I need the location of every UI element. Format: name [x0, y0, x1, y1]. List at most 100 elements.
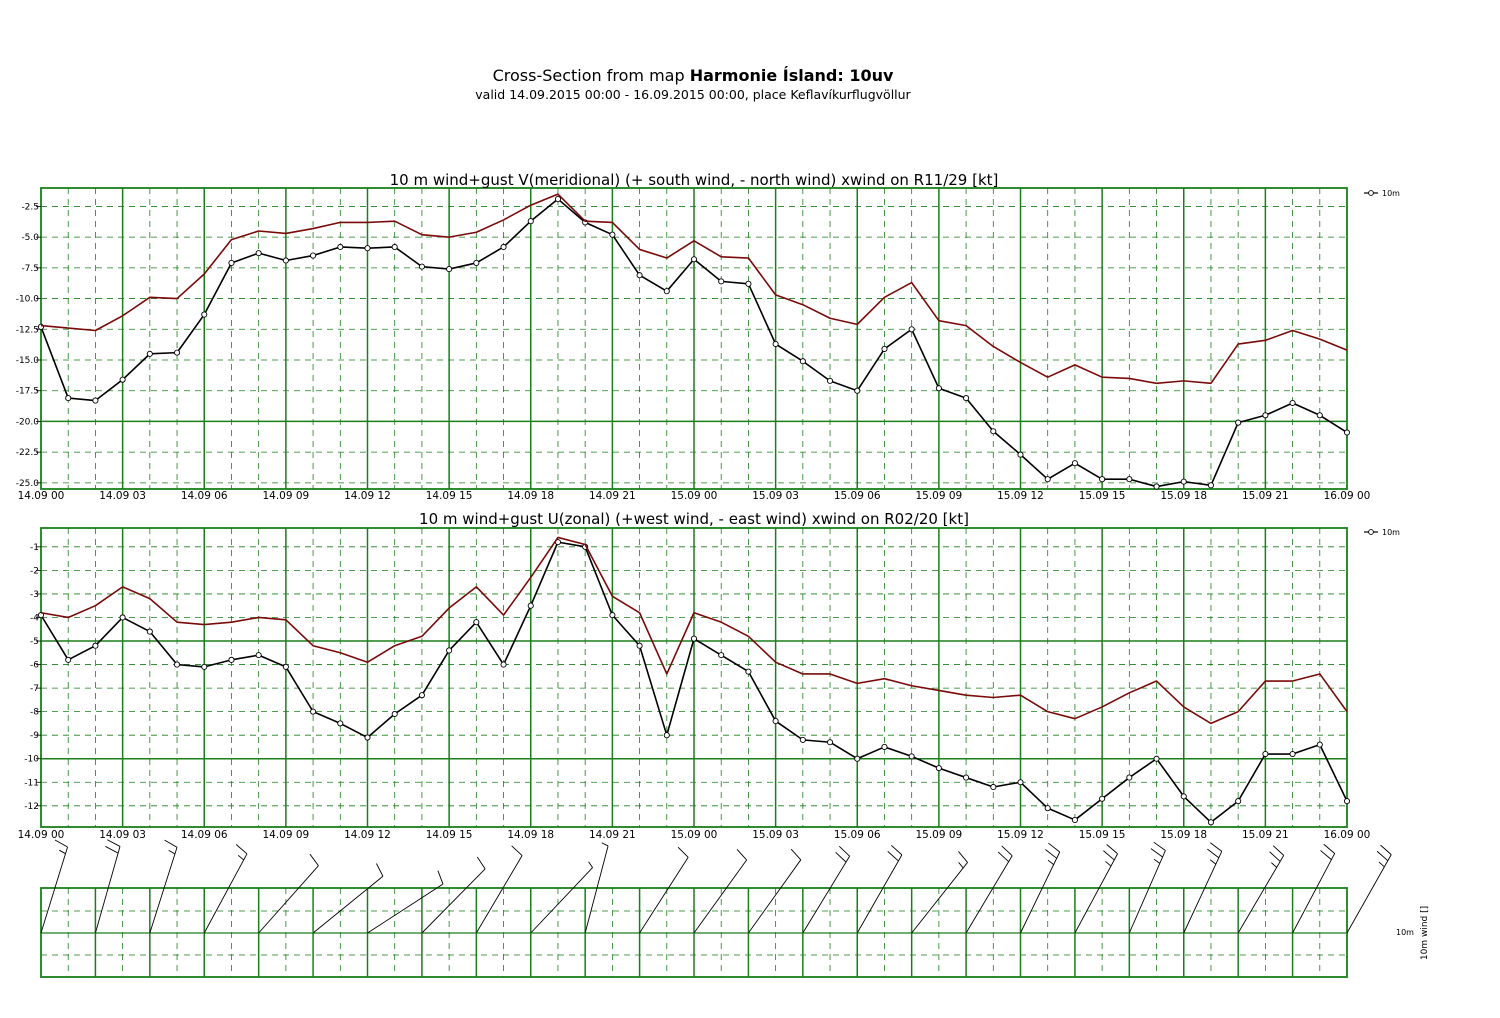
panel2-point [745, 668, 752, 675]
panel1-xtick-label: 15.09 18 [1160, 490, 1207, 502]
wind-barb-feather [1106, 844, 1118, 855]
wind-barb-feather [835, 851, 847, 863]
panel2-point [473, 619, 480, 626]
wind-barb [748, 848, 802, 934]
panel2-point [446, 647, 453, 654]
panel2-point [1235, 798, 1242, 805]
panel1-point [1207, 482, 1215, 489]
panel1-ytick-label: -2.5 [21, 202, 39, 212]
panel1-xtick-label: 15.09 15 [1079, 490, 1126, 502]
panel1-xtick-label: 14.09 00 [18, 490, 65, 502]
panel1-point [282, 257, 289, 264]
wind-barb [149, 839, 178, 934]
wind-barb-staff [911, 862, 968, 934]
panel2-series-gust [40, 536, 1348, 725]
wind-barb-staff [530, 867, 593, 934]
panel1-series-gust [40, 193, 1348, 385]
wind-barb-feather [1045, 849, 1057, 859]
panel1-point [527, 218, 534, 225]
wind-barb-staff [1020, 851, 1061, 934]
panel2-ytick-label: -4 [30, 613, 39, 623]
panel2-ytick-label: -2 [30, 566, 39, 576]
wind-barb [421, 856, 486, 934]
panel1-point [718, 278, 725, 285]
wind-barb-half-feather [59, 849, 66, 855]
wind-barb-feather [736, 849, 747, 861]
panel2-point [201, 663, 208, 670]
wind-barb [258, 853, 319, 934]
wind-barb-half-feather [1271, 862, 1277, 868]
panel2-point [1153, 755, 1160, 762]
wind-barb-staff [584, 845, 609, 934]
wind-barb-feather [1210, 842, 1223, 852]
panel1-xtick-label: 14.09 15 [426, 490, 473, 502]
panel2-point [119, 614, 126, 621]
panel2-point [1099, 795, 1106, 802]
panel1-frame [40, 187, 1348, 490]
panel1-point [854, 387, 861, 394]
panel2-ytick-label: -9 [30, 731, 39, 741]
wind-barb-feather [1269, 851, 1281, 862]
panel2-xtick-label: 14.09 03 [99, 829, 146, 841]
panel2-point [37, 612, 45, 619]
wind-barb [584, 842, 609, 934]
wind-barb-staff [367, 883, 444, 934]
wind-barb [40, 839, 68, 934]
wind-barb [530, 861, 593, 934]
panel2-xtick-label: 14.09 12 [344, 829, 391, 841]
wind-barb [475, 845, 523, 934]
panel2-point [1180, 793, 1187, 800]
panel2-point [881, 743, 888, 751]
wind-barb-feather [511, 845, 523, 856]
panel1-ytick-label: -15.0 [16, 356, 40, 366]
panel1-point [146, 350, 153, 357]
panel2-point [963, 774, 970, 781]
wind-barb-half-feather [601, 842, 609, 847]
wind-barb-staff [1237, 855, 1285, 934]
wind-barb [965, 845, 1013, 934]
panel1-point [554, 196, 562, 203]
wind-barb-staff [1346, 854, 1392, 934]
panel2-point [636, 642, 643, 649]
panel2-legend-marker [1368, 529, 1374, 535]
panel1-legend-label: 10m [1382, 189, 1400, 198]
panel1-xtick-label: 15.09 12 [997, 490, 1044, 502]
panel2-point [1071, 816, 1078, 823]
wind-barb-half-feather [1153, 858, 1161, 864]
wind-barb-staff [149, 847, 178, 934]
panel2-point [718, 652, 725, 659]
panel2-point [690, 635, 698, 642]
panel1-ytick-label: -25.0 [16, 479, 40, 489]
wind-barb-feather [838, 845, 850, 857]
wind-barb-staff [1074, 853, 1118, 934]
panel2-point [609, 612, 616, 619]
panel2-ytick-label: -1 [30, 543, 39, 553]
panel2-xtick-label: 14.09 18 [507, 829, 554, 841]
panel2-legend-label: 10m [1382, 528, 1400, 537]
panel2-xtick-label: 15.09 03 [752, 829, 799, 841]
panel1-point [201, 311, 208, 318]
panel1-point [663, 288, 670, 295]
wind-barb-feather [790, 848, 802, 861]
wind-barb-feather [1207, 848, 1220, 859]
panel1-xtick-label: 14.09 03 [99, 490, 146, 502]
wind-barb-staff [40, 846, 68, 934]
panel1-point [990, 428, 997, 435]
wind-barb-staff [748, 859, 802, 934]
panel1-point [963, 395, 970, 402]
panel1-point [881, 345, 888, 352]
panel1-point [418, 263, 425, 270]
panel1-point [255, 250, 262, 257]
panel1-xtick-label: 16.09 00 [1324, 490, 1371, 502]
panel1-point [935, 385, 942, 392]
wind-barb [911, 851, 968, 934]
wind-barb-staff [802, 855, 851, 934]
panel1-point [636, 272, 643, 279]
panel1-ytick-label: -7.5 [21, 264, 39, 274]
wind-barb-feather [1380, 844, 1392, 855]
wind-barb-half-feather [1209, 859, 1217, 865]
panel1-ytick-label: -20.0 [16, 417, 40, 427]
panel2-point [282, 663, 289, 670]
panel1-ytick-label: -5.0 [21, 233, 39, 243]
wind-barb [367, 870, 444, 934]
